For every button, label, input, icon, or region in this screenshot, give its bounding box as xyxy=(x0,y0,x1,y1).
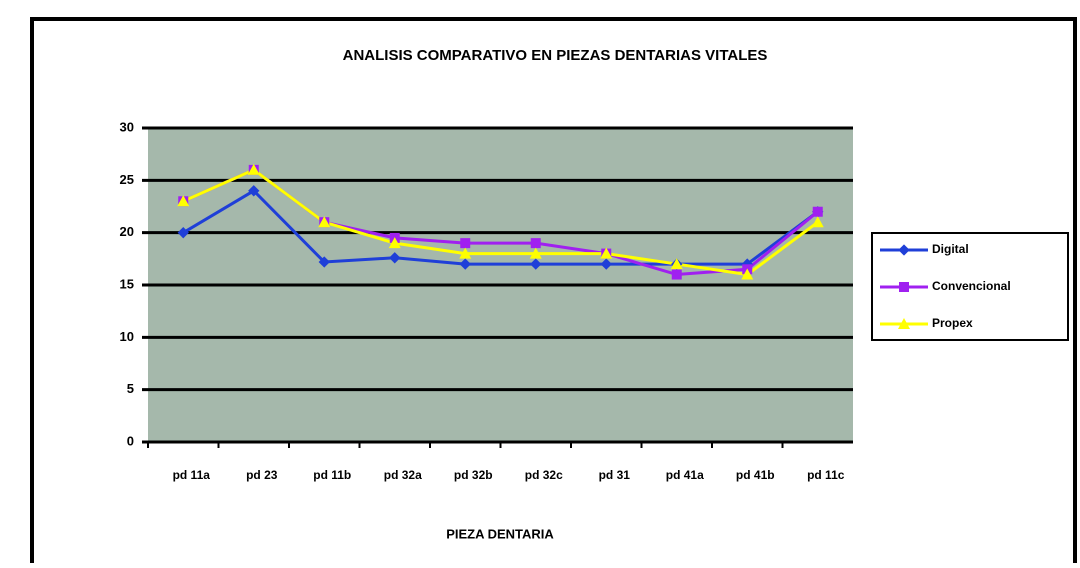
marker xyxy=(898,318,910,329)
legend-label: Convencional xyxy=(932,279,1011,293)
marker xyxy=(177,227,189,239)
marker xyxy=(600,258,612,270)
chart-title: ANALISIS COMPARATIVO EN PIEZAS DENTARIAS… xyxy=(343,47,768,64)
marker xyxy=(247,163,260,175)
x-tick-label: pd 41a xyxy=(666,468,704,482)
marker xyxy=(670,258,683,270)
x-axis-title: PIEZA DENTARIA xyxy=(446,526,554,541)
marker xyxy=(898,244,910,256)
y-tick-label: 20 xyxy=(120,224,134,239)
marker xyxy=(811,216,824,228)
marker xyxy=(671,269,682,280)
x-tick-label: pd 11a xyxy=(173,468,211,482)
legend-label: Digital xyxy=(932,242,969,256)
x-tick-label: pd 23 xyxy=(246,468,278,482)
marker xyxy=(812,206,823,217)
marker xyxy=(388,237,401,249)
marker xyxy=(741,268,754,280)
marker xyxy=(318,256,330,268)
marker xyxy=(459,247,472,259)
marker xyxy=(530,238,541,249)
legend-label: Propex xyxy=(932,316,973,330)
x-tick-label: pd 41b xyxy=(736,468,775,482)
marker xyxy=(248,185,260,197)
marker xyxy=(899,282,909,292)
marker xyxy=(460,238,471,249)
x-tick-label: pd 11c xyxy=(807,468,845,482)
x-tick-label: pd 32a xyxy=(384,468,422,482)
series-line xyxy=(182,188,819,266)
marker xyxy=(600,247,613,259)
y-tick-label: 25 xyxy=(120,172,134,187)
x-tick-label: pd 31 xyxy=(599,468,631,482)
series-line xyxy=(182,168,819,277)
marker xyxy=(318,216,331,228)
marker xyxy=(177,195,190,207)
marker xyxy=(459,258,471,270)
x-tick-label: pd 32b xyxy=(454,468,493,482)
y-tick-label: 30 xyxy=(120,119,134,134)
marker xyxy=(529,247,542,259)
y-tick-label: 15 xyxy=(120,276,134,291)
x-tick-label: pd 11b xyxy=(313,468,351,482)
y-tick-label: 5 xyxy=(127,381,134,396)
marker xyxy=(530,258,542,270)
y-tick-label: 10 xyxy=(120,329,134,344)
x-tick-label: pd 32c xyxy=(525,468,563,482)
y-tick-label: 0 xyxy=(127,433,134,448)
